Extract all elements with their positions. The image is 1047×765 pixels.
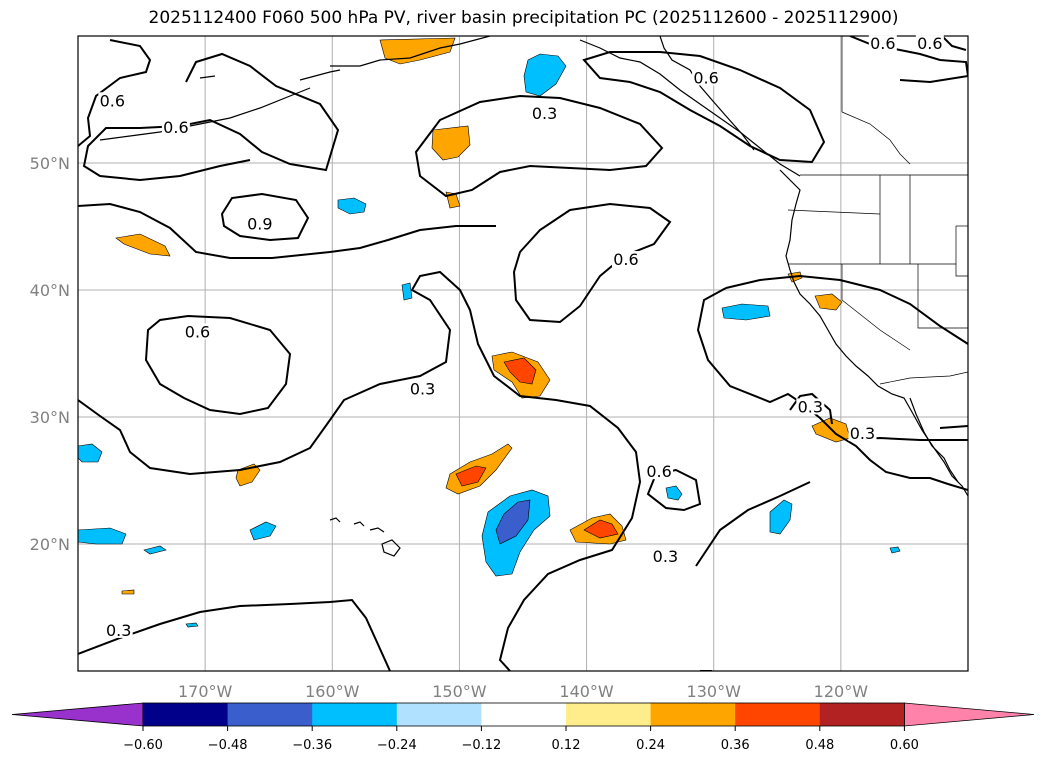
contour-label-bg — [245, 215, 274, 232]
precip-strong-negative-patch — [495, 499, 531, 545]
contour-label: 0.6 — [163, 118, 188, 137]
contour-label: 0.6 — [693, 68, 718, 87]
precip-positive-patch — [814, 293, 843, 311]
precip-negative-patch — [143, 545, 167, 555]
precip-negative-patch — [78, 527, 127, 545]
contour-label: 0.9 — [247, 215, 272, 234]
precip-negative-patch — [337, 197, 367, 215]
contour-label: 0.3 — [653, 547, 678, 566]
precip-positive-patch — [379, 37, 456, 65]
colorbar-segment — [735, 703, 821, 726]
colorbar-over-extend — [904, 702, 1035, 727]
precip-strong-positive-patch — [503, 357, 537, 385]
contour-label-bg — [183, 323, 212, 340]
plot-area — [78, 36, 968, 671]
contour-label: 0.3 — [850, 424, 875, 443]
contour-label-bg — [530, 105, 559, 122]
contour-label-bg — [161, 118, 190, 135]
colorbar-outline — [142, 702, 905, 727]
colorbar-tick-label: 0.36 — [721, 738, 750, 753]
contour-label: 0.6 — [613, 250, 638, 269]
latitude-label: 30°N — [30, 408, 70, 427]
precip-negative-patch — [769, 499, 793, 535]
colorbar-tick-label: −0.24 — [377, 738, 417, 753]
latitude-label: 40°N — [30, 281, 70, 300]
colorbar-tick-label: −0.48 — [208, 738, 248, 753]
colorbar-under-extend — [11, 702, 144, 727]
precip-positive-patch — [121, 589, 135, 595]
precip-positive-patch — [115, 233, 171, 257]
longitude-label: 140°W — [559, 682, 614, 701]
contour-label-bg — [645, 463, 674, 480]
contour-label-bg — [611, 251, 640, 268]
precip-strong-positive-patch — [455, 465, 487, 487]
precip-negative-patch — [523, 53, 567, 97]
contour-label: 0.3 — [106, 621, 131, 640]
contour-label: 0.3 — [410, 380, 435, 399]
contour-labels: 0.6 0.6 0.9 0.6 0.3 0.3 0.6 0.6 0.6 0.6 0.6 0.3 0.3 0… — [98, 34, 944, 640]
contour-label-bg — [915, 35, 944, 52]
contour-label-bg — [104, 621, 133, 638]
colorbar: −0.60 −0.48 −0.36 −0.24 −0.12 0.12 0.24 0.36 0.4… — [11, 702, 1035, 753]
contour-label: 0.6 — [646, 462, 671, 481]
colorbar-segment — [819, 703, 905, 726]
precip-negative-patch — [665, 485, 683, 501]
colorbar-tick-label: 0.60 — [890, 738, 919, 753]
precip-negative-patch — [185, 622, 199, 628]
colorbar-tick-label: −0.12 — [461, 738, 501, 753]
colorbar-tick-label: 0.12 — [552, 738, 581, 753]
contour-label-bg — [98, 92, 127, 109]
longitude-label: 120°W — [814, 682, 869, 701]
colorbar-tick-label: −0.60 — [123, 738, 163, 753]
colorbar-tick-label: 0.48 — [805, 738, 834, 753]
contour-label-bg — [408, 380, 437, 397]
latitude-labels: 50°N 40°N 30°N 20°N — [30, 154, 70, 554]
colorbar-segment — [396, 703, 482, 726]
precip-positive-patch — [431, 125, 471, 161]
contour-label-bg — [692, 69, 721, 86]
contour-label: 0.3 — [532, 104, 557, 123]
contour-label: 0.6 — [870, 34, 895, 53]
coastlines — [99, 36, 968, 557]
longitude-label: 160°W — [305, 682, 360, 701]
colorbar-segment — [312, 703, 398, 726]
contour-label-bg — [796, 398, 825, 415]
plot-border — [77, 35, 969, 672]
colorbar-segment — [143, 703, 229, 726]
precip-negative-patch — [249, 521, 277, 541]
contour-label: 0.3 — [798, 397, 823, 416]
colorbar-segment — [566, 703, 652, 726]
precip-negative-patch — [889, 546, 901, 554]
precip-negative-patch — [78, 443, 103, 463]
colorbar-segment — [650, 703, 736, 726]
precip-strong-positive-patch — [583, 519, 619, 539]
precip-negative-patch — [721, 303, 771, 321]
longitude-label: 150°W — [432, 682, 487, 701]
latitude-label: 20°N — [30, 535, 70, 554]
latitude-label: 50°N — [30, 154, 70, 173]
longitude-label: 130°W — [687, 682, 742, 701]
colorbar-segment — [227, 703, 313, 726]
colorbar-tick-label: −0.36 — [292, 738, 332, 753]
map-title: 2025112400 F060 500 hPa PV, river basin … — [148, 8, 899, 28]
contour-label-bg — [868, 35, 897, 52]
contour-label: 0.6 — [917, 34, 942, 53]
longitude-label: 170°W — [178, 682, 233, 701]
contour-label-bg — [848, 425, 877, 442]
contour-label: 0.6 — [100, 91, 125, 110]
contour-label-bg — [651, 548, 680, 565]
colorbar-segment — [481, 703, 567, 726]
contour-label: 0.6 — [185, 322, 210, 341]
precip-negative-patch — [401, 282, 413, 301]
longitude-labels: 170°W 160°W 150°W 140°W 130°W 120°W — [178, 682, 868, 701]
colorbar-tick-label: 0.24 — [636, 738, 665, 753]
political-borders — [787, 36, 968, 385]
